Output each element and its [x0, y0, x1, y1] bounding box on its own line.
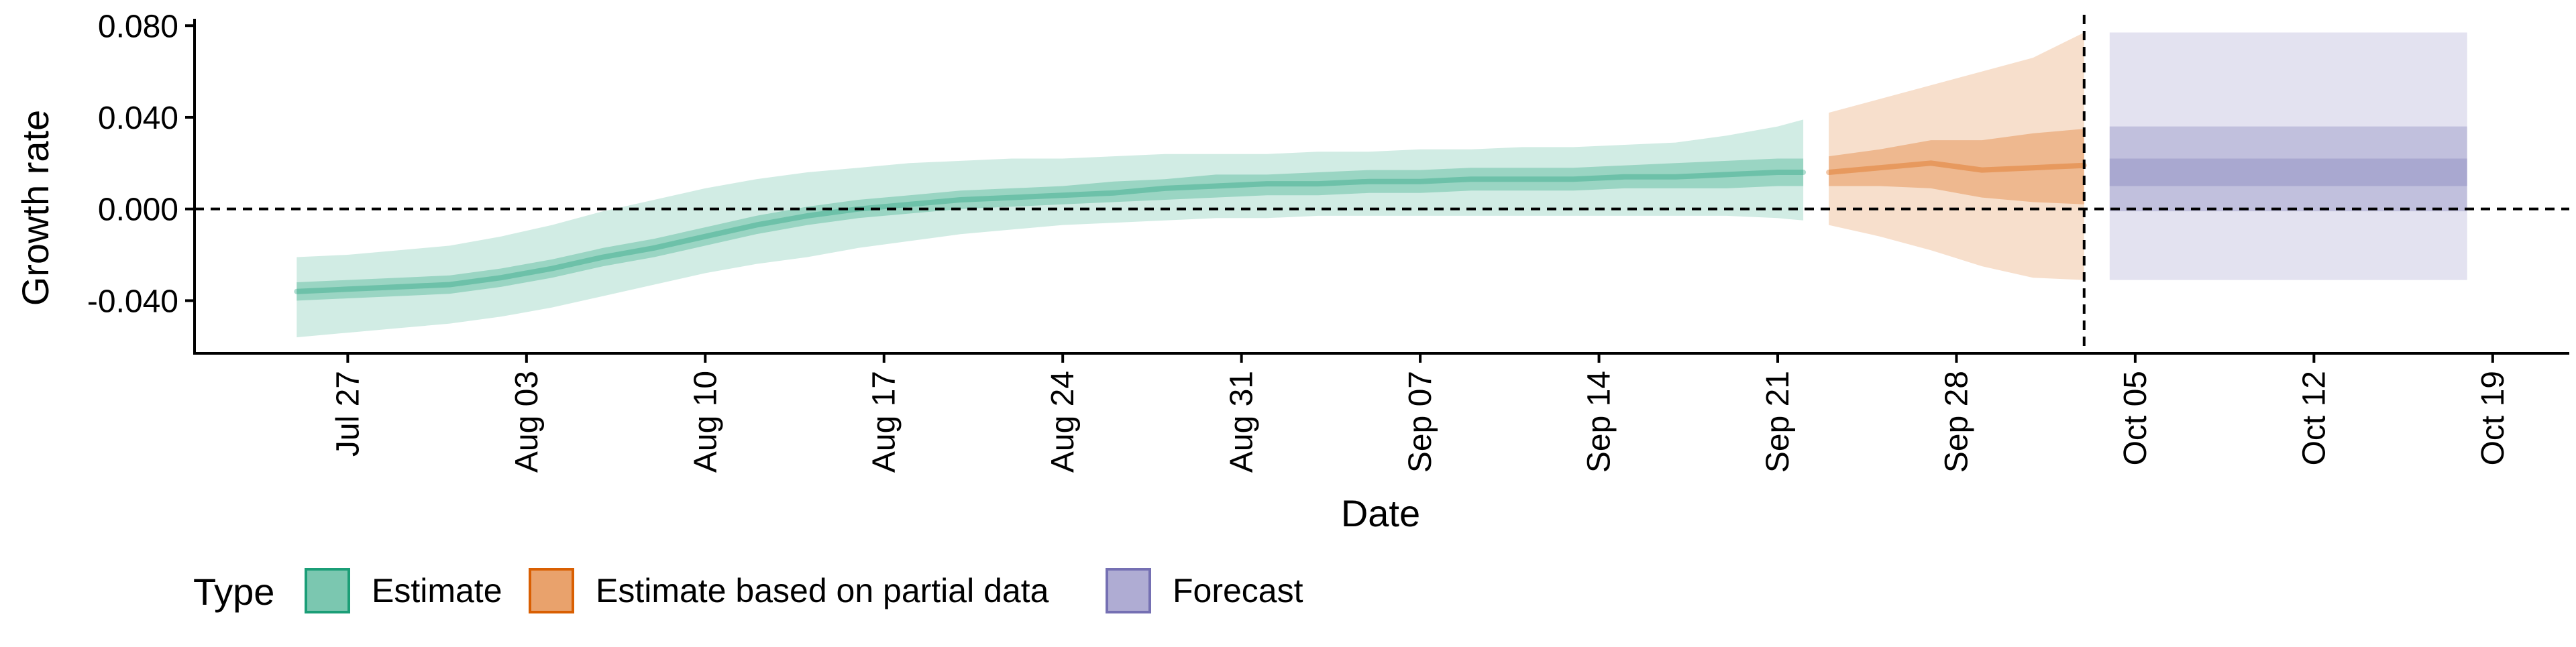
estimate-based-on-partial-data-band-90	[1829, 32, 2084, 280]
x-tick-label: Sep 28	[1939, 371, 1974, 473]
reference-lines-layer	[195, 15, 2569, 353]
legend-key-forecast	[1106, 568, 1151, 613]
estimate-based-on-partial-data-band-50	[1829, 129, 2084, 204]
legend-key-estimate-based-on-partial-data	[529, 568, 574, 613]
x-tick-label: Aug 03	[509, 371, 545, 473]
forecast-band-50	[2109, 126, 2467, 212]
legend-title: Type	[193, 571, 274, 613]
axes-layer: -0.040 0.000 0.040 0.080 Jul 27 Aug 03 Aug 10 A…	[87, 9, 2569, 473]
medians-layer	[294, 160, 2087, 294]
legend-label-estimate: Estimate	[372, 572, 502, 609]
y-tick-label: -0.040	[87, 284, 178, 319]
estimate-based-on-partial-data-median-line	[1826, 160, 2087, 175]
x-tick-label: Oct 05	[2118, 371, 2153, 465]
bands-layer	[297, 32, 2467, 338]
legend: Type Estimate Estimate based on partial da…	[193, 568, 1303, 613]
legend-key-estimate	[305, 568, 350, 613]
legend-label-estimate-based-on-partial-data: Estimate based on partial data	[596, 572, 1049, 609]
y-tick-label: 0.040	[98, 101, 178, 136]
y-axis-label: Growth rate	[14, 110, 56, 306]
x-tick-label: Aug 10	[688, 371, 723, 473]
y-tick-label: 0.000	[98, 192, 178, 228]
x-tick-label: Oct 12	[2296, 371, 2332, 465]
x-tick-label: Aug 24	[1045, 371, 1081, 473]
x-tick-label: Aug 31	[1224, 371, 1260, 473]
x-tick-label: Jul 27	[330, 371, 366, 457]
legend-label-forecast: Forecast	[1173, 572, 1303, 609]
x-tick-label: Sep 14	[1582, 371, 1617, 473]
x-tick-label: Aug 17	[867, 371, 902, 473]
forecast-band-90	[2109, 32, 2467, 280]
x-tick-label: Sep 07	[1403, 371, 1438, 473]
x-tick-label: Sep 21	[1760, 371, 1796, 473]
y-tick-label: 0.080	[98, 9, 178, 44]
estimate-median-line	[294, 170, 1807, 294]
x-tick-label: Oct 19	[2475, 371, 2511, 465]
x-axis-label: Date	[1341, 492, 1420, 534]
forecast-band-25	[2109, 158, 2467, 186]
estimate-band-50	[297, 158, 1804, 301]
estimate-band-90	[297, 119, 1804, 338]
